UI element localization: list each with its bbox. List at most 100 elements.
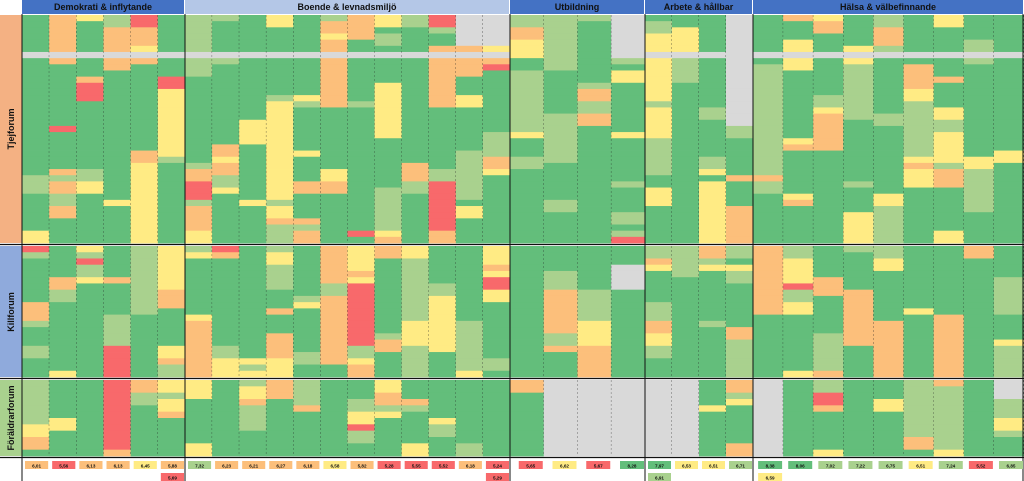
heatmap-cell (783, 45, 814, 53)
heatmap-cell (22, 443, 50, 451)
heatmap-cell (455, 386, 484, 394)
summary-value-label: 5,28 (385, 463, 394, 468)
heatmap-cell (130, 181, 159, 188)
heatmap-cell (753, 144, 784, 151)
heatmap-cell (933, 150, 965, 158)
heatmap-cell (320, 175, 348, 182)
heatmap-cell (699, 418, 727, 425)
heatmap-cell (903, 181, 935, 188)
heatmap-cell (543, 132, 578, 139)
heatmap-cell (374, 224, 403, 232)
heatmap-cell (374, 39, 403, 47)
heatmap-cell (22, 113, 50, 121)
heatmap-cell (239, 162, 267, 170)
heatmap-cell (320, 411, 348, 419)
heatmap-cell (903, 39, 935, 47)
heatmap-cell (22, 289, 50, 297)
heatmap-cell (212, 138, 240, 145)
heatmap-cell (293, 302, 321, 309)
heatmap-cell (320, 193, 348, 201)
heatmap-cell (645, 39, 673, 47)
heatmap-cell (510, 150, 545, 158)
heatmap-cell (212, 264, 240, 272)
heatmap-cell (266, 230, 294, 238)
heatmap-cell (873, 437, 904, 444)
heatmap-cell (49, 399, 77, 406)
heatmap-cell (903, 437, 935, 444)
heatmap-cell (293, 113, 321, 121)
heatmap-cell (239, 449, 267, 457)
heatmap-cell (903, 150, 935, 158)
heatmap-cell (347, 175, 375, 182)
heatmap-cell (611, 236, 646, 244)
heatmap-cell (903, 380, 935, 387)
heatmap-cell (783, 430, 814, 438)
heatmap-cell (347, 199, 375, 207)
heatmap-cell (903, 199, 935, 207)
heatmap-cell (645, 199, 673, 207)
heatmap-cell (577, 230, 612, 238)
heatmap-cell (699, 224, 727, 232)
heatmap-cell (401, 119, 430, 127)
heatmap-cell (239, 411, 267, 419)
heatmap-cell (645, 443, 673, 451)
heatmap-cell (873, 424, 904, 432)
heatmap-cell (726, 277, 754, 284)
heatmap-cell (577, 264, 612, 272)
heatmap-cell (185, 27, 213, 34)
heatmap-cell (543, 270, 578, 278)
heatmap-cell (130, 443, 159, 451)
heatmap-cell (963, 45, 995, 53)
heatmap-cell (753, 399, 784, 406)
heatmap-cell (543, 21, 578, 28)
heatmap-cell (266, 246, 294, 253)
heatmap-cell (401, 283, 430, 291)
heatmap-cell (130, 449, 159, 457)
heatmap-cell (933, 119, 965, 127)
heatmap-cell (813, 277, 844, 284)
heatmap-cell (22, 364, 50, 372)
heatmap-cell (374, 358, 403, 365)
heatmap-cell (103, 33, 132, 41)
heatmap-cell (103, 224, 132, 232)
heatmap-cell (482, 399, 511, 406)
heatmap-cell (672, 258, 700, 266)
heatmap-cell (157, 33, 186, 41)
heatmap-cell (577, 236, 612, 244)
heatmap-cell (49, 380, 77, 387)
heatmap-cell (320, 101, 348, 108)
heatmap-cell (130, 308, 159, 316)
heatmap-cell (672, 33, 700, 41)
heatmap-cell (903, 15, 935, 22)
heatmap-cell (543, 339, 578, 347)
heatmap-cell (374, 258, 403, 266)
heatmap-cell (611, 125, 646, 133)
heatmap-cell (753, 125, 784, 133)
heatmap-cell (347, 39, 375, 47)
heatmap-cell (699, 15, 727, 22)
heatmap-cell (873, 327, 904, 334)
heatmap-cell (482, 320, 511, 328)
heatmap-cell (672, 295, 700, 303)
heatmap-cell (22, 295, 50, 303)
heatmap-cell (157, 380, 186, 387)
heatmap-cell (455, 70, 484, 78)
heatmap-cell (753, 95, 784, 102)
heatmap-cell (266, 437, 294, 444)
heatmap-cell (903, 218, 935, 225)
heatmap-cell (726, 113, 754, 121)
heatmap-cell (266, 39, 294, 47)
heatmap-cell (293, 156, 321, 164)
heatmap-cell (783, 113, 814, 121)
heatmap-cell (482, 113, 511, 121)
heatmap-cell (157, 283, 186, 291)
summary-cell (788, 461, 813, 469)
heatmap-cell (76, 27, 104, 34)
heatmap-cell (873, 21, 904, 28)
heatmap-cell (993, 386, 1024, 394)
heatmap-cell (22, 314, 50, 322)
heatmap-cell (22, 107, 50, 114)
heatmap-cell (543, 320, 578, 328)
heatmap-cell (543, 138, 578, 145)
heatmap-cell (455, 411, 484, 419)
